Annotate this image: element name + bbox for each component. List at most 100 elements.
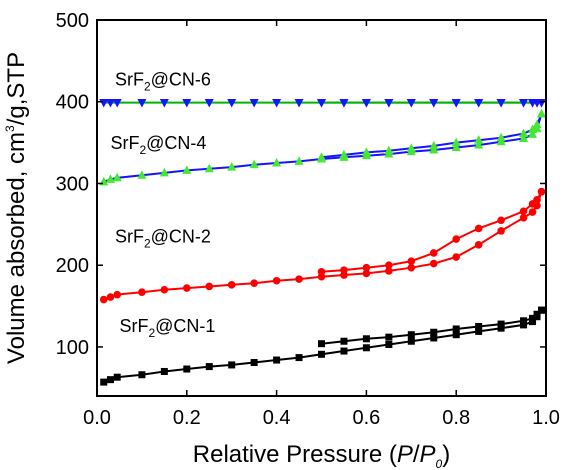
data-point	[106, 293, 115, 301]
series-label-sub: 2	[139, 143, 146, 157]
series-label-pre: SrF	[119, 316, 148, 336]
data-point	[183, 284, 191, 292]
data-point	[159, 167, 169, 177]
data-point	[137, 170, 147, 179]
x-tick-label: 0.4	[263, 407, 291, 429]
series-label-pre: SrF	[115, 226, 144, 246]
x-tick-label: 0.6	[352, 407, 380, 429]
data-point	[228, 361, 236, 369]
data-point	[407, 331, 415, 339]
data-point	[475, 323, 483, 331]
series-line-adsorption	[103, 191, 543, 301]
data-point	[294, 99, 304, 108]
series-label-sub: 2	[144, 79, 151, 93]
series-label: SrF2@CN-6	[115, 69, 211, 93]
data-point	[497, 216, 505, 225]
y-axis-title-sup: 3	[3, 125, 17, 132]
data-point	[497, 227, 505, 235]
data-point	[318, 340, 325, 348]
data-point	[528, 124, 538, 134]
data-point	[406, 143, 416, 152]
series-cn-6	[99, 99, 547, 108]
data-point	[474, 99, 484, 108]
data-point	[385, 333, 393, 341]
data-point	[451, 99, 461, 108]
data-point	[227, 162, 237, 171]
data-point	[317, 152, 326, 161]
data-point	[227, 99, 237, 108]
x-axis-title-slash: /	[413, 441, 420, 468]
data-point	[384, 145, 394, 155]
x-axis-title-var2: P	[420, 441, 436, 468]
data-point	[497, 324, 505, 332]
data-point	[138, 371, 146, 379]
data-point	[160, 285, 169, 294]
series-label: SrF2@CN-4	[110, 133, 206, 157]
data-point	[452, 331, 460, 339]
data-point	[452, 325, 460, 333]
x-axis-title-suffix: )	[442, 441, 450, 468]
series-cn-4	[99, 109, 547, 186]
x-axis-title-sub: 0	[436, 457, 443, 470]
data-point	[317, 267, 326, 276]
data-point	[474, 135, 484, 144]
x-axis-title-var: P	[397, 441, 413, 468]
data-point	[430, 334, 438, 342]
series-label-post: @CN-2	[151, 226, 211, 246]
data-point	[528, 99, 538, 108]
series-line-adsorption	[103, 113, 543, 183]
data-point	[113, 373, 121, 381]
data-point	[407, 257, 416, 265]
data-point	[112, 172, 122, 182]
data-point	[317, 99, 326, 108]
data-point	[519, 128, 529, 138]
data-point	[520, 317, 528, 325]
series-layer	[99, 99, 547, 386]
data-point	[429, 99, 439, 108]
data-point	[339, 99, 349, 108]
data-point	[272, 276, 281, 285]
data-point	[475, 327, 483, 335]
data-point	[474, 240, 483, 249]
data-point	[407, 263, 416, 272]
y-tick-label: 100	[56, 337, 89, 359]
data-point	[429, 259, 438, 268]
data-point	[249, 99, 259, 108]
data-point	[112, 99, 122, 108]
x-tick-label: 0.0	[83, 407, 111, 429]
data-point	[429, 140, 439, 150]
ticks-layer: 0.0 0.2 0.4 0.6 0.8 1.0 100 200 300 400 500	[56, 10, 560, 429]
data-point	[361, 99, 371, 108]
data-point	[474, 224, 483, 233]
data-point	[160, 367, 168, 375]
data-point	[451, 142, 461, 152]
data-point	[340, 266, 348, 274]
y-tick-label: 400	[56, 92, 89, 114]
x-tick-label: 0.2	[173, 407, 201, 429]
data-point	[528, 200, 537, 208]
data-point	[159, 99, 169, 108]
data-point	[451, 137, 461, 147]
data-point	[318, 350, 325, 358]
data-point	[385, 267, 393, 275]
data-point	[362, 269, 371, 278]
data-point	[362, 344, 370, 352]
data-point	[227, 281, 236, 289]
data-point	[250, 358, 258, 366]
data-point	[273, 356, 281, 364]
data-point	[385, 341, 393, 349]
y-axis-title-prefix: Volume absorbed, cm	[3, 132, 30, 364]
data-point	[295, 354, 303, 362]
data-point	[529, 314, 537, 322]
data-point	[384, 99, 394, 108]
data-point	[295, 275, 303, 283]
data-point	[182, 99, 192, 108]
data-point	[519, 207, 528, 216]
data-point	[533, 310, 541, 318]
data-point	[361, 147, 371, 156]
y-tick-label: 300	[56, 173, 89, 195]
data-point	[496, 99, 506, 108]
data-point	[272, 158, 282, 167]
